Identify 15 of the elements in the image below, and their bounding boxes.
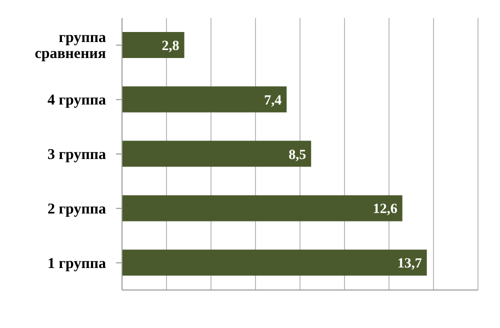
y-tick-label: 2 группа <box>48 201 106 218</box>
bar <box>122 140 312 167</box>
data-label: 12,6 <box>372 202 398 218</box>
data-label: 13,7 <box>397 256 422 272</box>
y-tick-label: 3 группа <box>48 147 106 163</box>
y-tick-label: группа сравнения <box>34 30 106 62</box>
bar <box>122 195 402 222</box>
y-tick-label: 4 группа <box>48 92 106 109</box>
bar <box>122 86 287 112</box>
data-label: 2,8 <box>162 38 180 54</box>
bar <box>122 250 427 276</box>
data-label: 8,5 <box>288 148 306 163</box>
y-tick-label: 1 группа <box>48 256 106 272</box>
bar <box>122 32 184 58</box>
data-label: 7,4 <box>264 93 282 108</box>
